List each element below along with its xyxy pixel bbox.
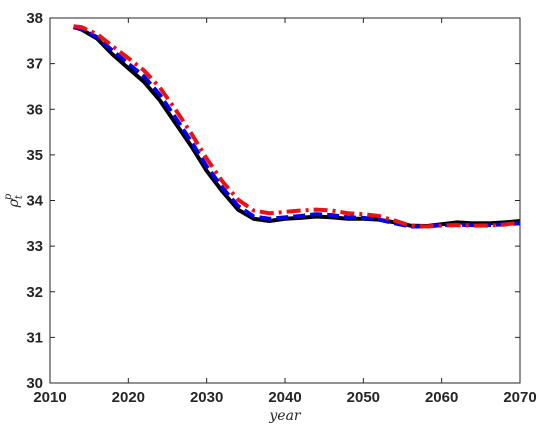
- y-tick-label: 38: [26, 10, 43, 27]
- series-line-3: [73, 24, 520, 229]
- y-tick-label: 36: [26, 101, 43, 118]
- x-tick-label: 2050: [347, 389, 380, 406]
- x-tick-label: 2030: [190, 389, 223, 406]
- x-tick-label: 2010: [33, 389, 66, 406]
- x-tick-label: 2040: [268, 389, 301, 406]
- x-axis-label: year: [268, 408, 302, 424]
- x-tick-label: 2060: [425, 389, 458, 406]
- tick-labels-layer: 2010 2020 2030 2040 2050 2060 2070 30 31 32 33 34 35…: [26, 10, 536, 406]
- ticks-layer: [49, 17, 521, 384]
- x-tick-label: 2020: [112, 389, 145, 406]
- plot-frame: [49, 17, 521, 384]
- y-tick-label: 31: [26, 329, 43, 346]
- y-tick-label: 37: [26, 56, 43, 73]
- x-tick-label: 2070: [503, 389, 536, 406]
- y-tick-label: 30: [26, 375, 43, 392]
- y-axis-label-rho: ρtp: [3, 193, 25, 208]
- y-tick-label: 34: [26, 193, 43, 210]
- y-tick-label: 32: [26, 284, 43, 301]
- y-axis-label: ρtp: [3, 193, 25, 208]
- series-line-2: [73, 25, 520, 229]
- series-layer: [72, 24, 520, 229]
- y-tick-label: 33: [26, 238, 43, 255]
- y-tick-label: 35: [26, 147, 43, 164]
- series-line-1: [72, 25, 520, 229]
